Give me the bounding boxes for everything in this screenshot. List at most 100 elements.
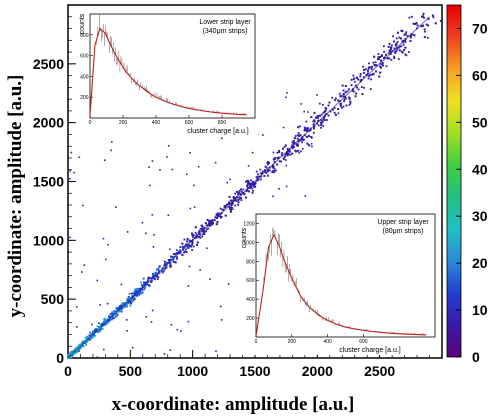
scatter-point <box>141 288 144 291</box>
scatter-point <box>196 244 198 246</box>
scatter-point <box>303 126 306 129</box>
scatter-point <box>367 77 370 80</box>
scatter-point <box>313 120 316 123</box>
scatter-point <box>295 143 298 146</box>
scatter-point <box>381 63 384 66</box>
scatter-point <box>127 296 130 299</box>
scatter-point <box>304 128 306 131</box>
scatter-point <box>379 65 381 68</box>
scatter-outlier <box>214 161 217 164</box>
scatter-point <box>397 58 400 60</box>
scatter-point <box>379 56 382 58</box>
scatter-point <box>316 116 319 119</box>
scatter-point <box>107 318 109 321</box>
scatter-point <box>357 78 360 81</box>
scatter-point <box>275 169 277 172</box>
scatter-point <box>302 138 305 141</box>
scatter-point <box>144 285 147 288</box>
scatter-point <box>176 258 178 260</box>
scatter-point <box>337 112 340 115</box>
scatter-point <box>138 294 140 297</box>
scatter-point <box>263 175 266 177</box>
scatter-point <box>286 153 288 156</box>
scatter-point <box>286 152 288 155</box>
scatter-point <box>412 34 415 36</box>
scatter-point <box>110 314 113 317</box>
scatter-point <box>425 23 428 26</box>
scatter-point <box>239 192 242 195</box>
x-axis-title: x-coordinate: amplitude [a.u.] <box>112 394 355 415</box>
scatter-point <box>237 201 240 204</box>
colorbar-tick-label-7: 70 <box>472 20 488 36</box>
scatter-outlier <box>159 169 161 171</box>
colorbar-gradient <box>446 4 462 358</box>
scatter-point <box>391 44 393 47</box>
scatter-point <box>140 292 142 295</box>
scatter-point <box>239 188 242 191</box>
scatter-point <box>360 86 363 88</box>
scatter-point <box>306 129 308 132</box>
scatter-outlier <box>280 153 283 156</box>
scatter-point <box>267 174 269 177</box>
scatter-point <box>103 318 106 321</box>
scatter-point <box>261 172 264 175</box>
scatter-point <box>408 16 411 19</box>
scatter-point <box>305 135 308 138</box>
scatter-point <box>175 252 178 255</box>
scatter-point <box>205 230 207 233</box>
inset2-title: Upper strip layer <box>377 219 429 226</box>
inset2-x-tick-label-1: 200 <box>288 339 297 345</box>
scatter-point <box>294 135 297 137</box>
scatter-point <box>162 270 165 273</box>
scatter-point <box>130 302 132 305</box>
scatter-point <box>209 224 212 227</box>
y-tick-label-3: 1500 <box>33 174 64 190</box>
scatter-point <box>238 192 240 194</box>
scatter-point <box>194 226 197 229</box>
inset1-y-tick-label-1: 400 <box>80 74 89 80</box>
scatter-outlier <box>221 137 223 140</box>
scatter-point <box>181 242 184 245</box>
scatter-point <box>367 72 369 75</box>
scatter-point <box>272 171 275 174</box>
scatter-outlier <box>183 251 185 254</box>
scatter-point <box>259 172 262 175</box>
scatter-point <box>134 292 136 295</box>
scatter-point <box>71 351 74 353</box>
scatter-point <box>395 37 398 40</box>
scatter-point <box>359 73 362 75</box>
scatter-outlier <box>189 207 192 210</box>
scatter-point <box>120 307 123 310</box>
scatter-point <box>100 324 103 327</box>
inset1-series-line <box>89 27 247 116</box>
scatter-point <box>203 230 206 233</box>
main-trend-line <box>67 16 430 359</box>
scatter-point <box>383 51 385 53</box>
scatter-point <box>192 236 194 238</box>
scatter-point <box>183 250 186 253</box>
scatter-point <box>230 209 232 212</box>
scatter-point <box>342 93 345 96</box>
inset2-y-tick-label-2: 600 <box>246 278 255 284</box>
scatter-point <box>141 291 144 294</box>
scatter-outlier <box>115 206 117 208</box>
scatter-point <box>277 156 280 159</box>
scatter-outlier <box>110 149 112 152</box>
scatter-point <box>109 313 112 316</box>
scatter-point <box>405 31 408 34</box>
scatter-point <box>141 284 143 286</box>
scatter-point <box>333 112 336 114</box>
scatter-point <box>306 142 309 145</box>
scatter-point <box>119 305 121 307</box>
scatter-outlier <box>81 271 83 273</box>
scatter-outlier <box>152 246 155 248</box>
scatter-point <box>360 79 362 82</box>
scatter-point <box>317 119 320 122</box>
scatter-point <box>356 76 358 79</box>
scatter-outlier <box>151 213 154 216</box>
scatter-point <box>377 53 380 55</box>
scatter-point <box>362 69 365 72</box>
scatter-point <box>380 59 382 62</box>
scatter-point <box>188 239 191 242</box>
scatter-point <box>175 256 178 259</box>
